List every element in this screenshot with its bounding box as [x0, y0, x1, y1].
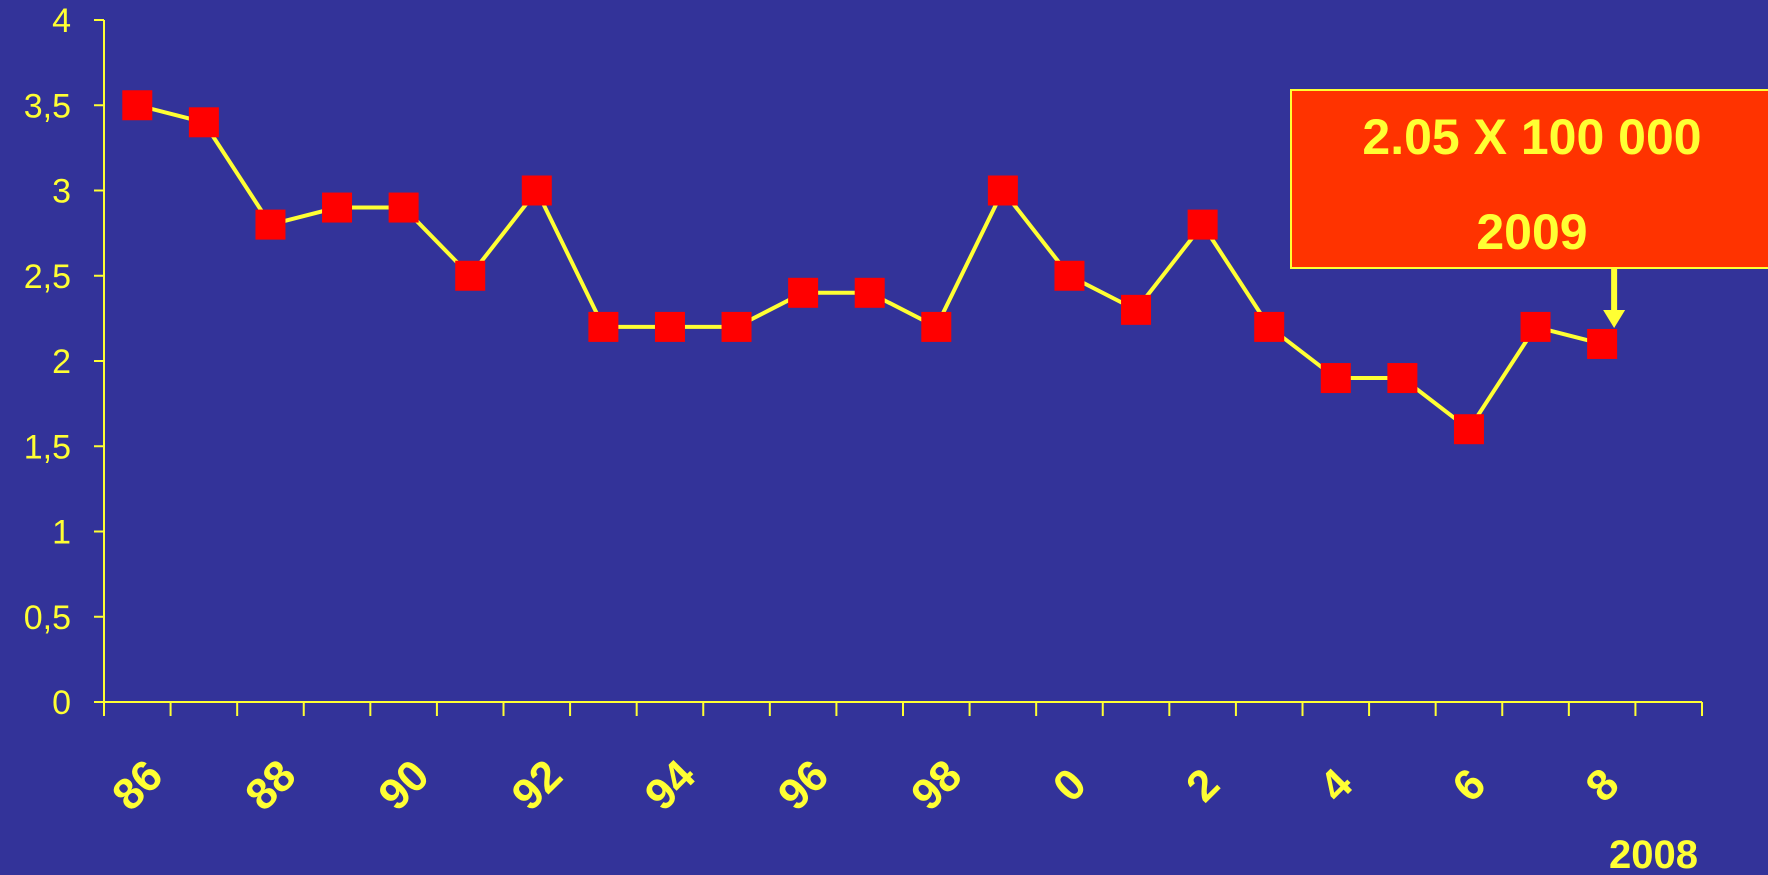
- y-tick-label: 3,5: [24, 87, 71, 125]
- x-tick-label: 86: [103, 751, 172, 820]
- data-point-marker: [588, 311, 619, 342]
- x-tick-label: 94: [636, 750, 706, 820]
- data-point-marker: [1121, 294, 1152, 325]
- y-tick-label: 2: [52, 343, 71, 381]
- x-tick-label: 6: [1443, 759, 1495, 811]
- data-point-marker: [854, 277, 885, 308]
- x-axis-ticks: 86 88 90 92 94 96 98 0 2 4 6 8: [103, 702, 1703, 820]
- y-tick-label: 4: [52, 2, 71, 40]
- callout-rate-text: 2.05 X 100 000: [1362, 109, 1702, 165]
- x-tick-label: 88: [236, 751, 305, 820]
- x-tick-label: 0: [1044, 759, 1096, 811]
- data-point-marker: [1320, 363, 1351, 394]
- x-tick-label: 96: [769, 751, 838, 820]
- data-point-marker: [721, 311, 752, 342]
- data-point-marker: [921, 311, 952, 342]
- data-point-marker: [654, 311, 685, 342]
- data-point-marker: [987, 175, 1018, 206]
- x-tick-label: 8: [1576, 759, 1628, 811]
- data-point-marker: [322, 192, 353, 223]
- data-point-marker: [255, 209, 286, 240]
- y-axis-ticks: 0 0,5 1 1,5 2 2,5 3 3,5 4: [24, 2, 104, 722]
- x-tick-label: 92: [503, 751, 572, 820]
- data-point-marker: [1254, 311, 1285, 342]
- y-tick-label: 0,5: [24, 599, 71, 637]
- data-point-marker: [188, 107, 219, 138]
- data-point-marker: [455, 260, 486, 291]
- data-point-marker: [1387, 363, 1418, 394]
- y-tick-label: 1,5: [24, 428, 71, 466]
- x-tick-label: 2: [1177, 759, 1229, 811]
- y-tick-label: 1: [52, 514, 71, 552]
- y-tick-label: 3: [52, 173, 71, 211]
- data-point-marker: [521, 175, 552, 206]
- data-point-marker: [1054, 260, 1085, 291]
- arrow-head: [1603, 309, 1626, 328]
- callout-year-text: 2009: [1476, 204, 1588, 260]
- data-point-marker: [788, 277, 819, 308]
- data-point-marker: [1453, 414, 1484, 445]
- data-point-marker: [1587, 328, 1618, 359]
- x-corner-label: 2008: [1609, 833, 1698, 875]
- data-point-marker: [122, 90, 153, 121]
- y-tick-label: 2,5: [24, 258, 71, 296]
- data-series: [122, 90, 1618, 445]
- y-tick-label: 0: [52, 684, 71, 722]
- x-tick-label: 4: [1310, 759, 1362, 811]
- annotation-callout: 2.05 X 100 000 2009: [1290, 89, 1768, 269]
- x-tick-label: 98: [902, 751, 971, 820]
- x-tick-label: 90: [369, 751, 438, 820]
- data-point-marker: [388, 192, 419, 223]
- data-point-marker: [1520, 311, 1551, 342]
- data-point-marker: [1187, 209, 1218, 240]
